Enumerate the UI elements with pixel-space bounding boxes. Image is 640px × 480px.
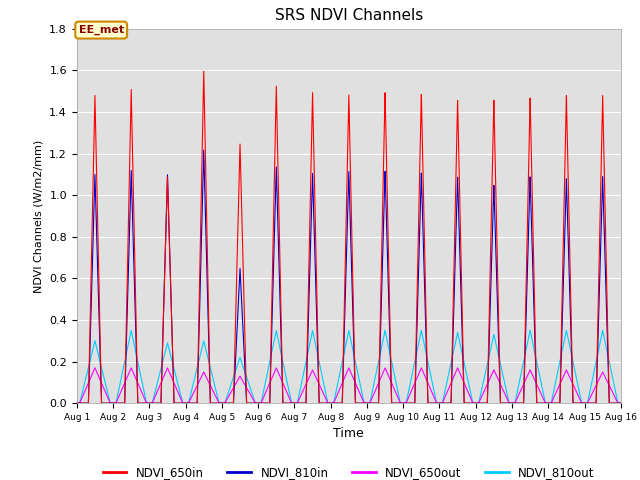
NDVI_810out — [73, 400, 81, 406]
NDVI_810out — [276, 348, 284, 353]
NDVI_810in — [501, 400, 509, 406]
NDVI_810out — [189, 381, 197, 387]
NDVI_650in — [617, 400, 625, 406]
NDVI_810out — [184, 400, 191, 406]
NDVI_650in — [184, 400, 191, 406]
X-axis label: Time: Time — [333, 428, 364, 441]
Text: EE_met: EE_met — [79, 25, 124, 35]
NDVI_650in — [200, 68, 207, 74]
NDVI_650out — [615, 400, 623, 406]
NDVI_810in — [184, 400, 191, 406]
NDVI_810in — [424, 399, 431, 405]
NDVI_810out — [617, 400, 625, 406]
NDVI_650out — [424, 380, 431, 386]
NDVI_650out — [189, 391, 197, 396]
NDVI_810in — [200, 147, 207, 153]
NDVI_810in — [617, 400, 625, 406]
NDVI_810out — [501, 382, 509, 388]
NDVI_650in — [189, 400, 197, 406]
NDVI_650in — [276, 288, 284, 294]
NDVI_650out — [617, 400, 625, 406]
NDVI_650out — [91, 365, 99, 371]
Line: NDVI_810out: NDVI_810out — [77, 330, 621, 403]
NDVI_650out — [184, 400, 191, 406]
NDVI_650in — [615, 400, 623, 406]
NDVI_810out — [599, 327, 607, 333]
NDVI_650out — [73, 400, 81, 406]
Line: NDVI_650in: NDVI_650in — [77, 71, 621, 403]
NDVI_650in — [73, 400, 81, 406]
NDVI_810in — [189, 400, 197, 406]
NDVI_810out — [615, 400, 623, 406]
NDVI_810out — [424, 358, 431, 364]
NDVI_650out — [501, 392, 509, 397]
NDVI_650in — [424, 399, 431, 405]
Line: NDVI_810in: NDVI_810in — [77, 150, 621, 403]
Title: SRS NDVI Channels: SRS NDVI Channels — [275, 9, 423, 24]
NDVI_810in — [73, 400, 81, 406]
Line: NDVI_650out: NDVI_650out — [77, 368, 621, 403]
NDVI_650in — [501, 400, 509, 406]
NDVI_810in — [276, 317, 284, 323]
Legend: NDVI_650in, NDVI_810in, NDVI_650out, NDVI_810out: NDVI_650in, NDVI_810in, NDVI_650out, NDV… — [98, 461, 600, 480]
Y-axis label: NDVI Channels (W/m2/mm): NDVI Channels (W/m2/mm) — [34, 139, 44, 293]
NDVI_650out — [276, 375, 284, 381]
NDVI_810in — [615, 400, 623, 406]
